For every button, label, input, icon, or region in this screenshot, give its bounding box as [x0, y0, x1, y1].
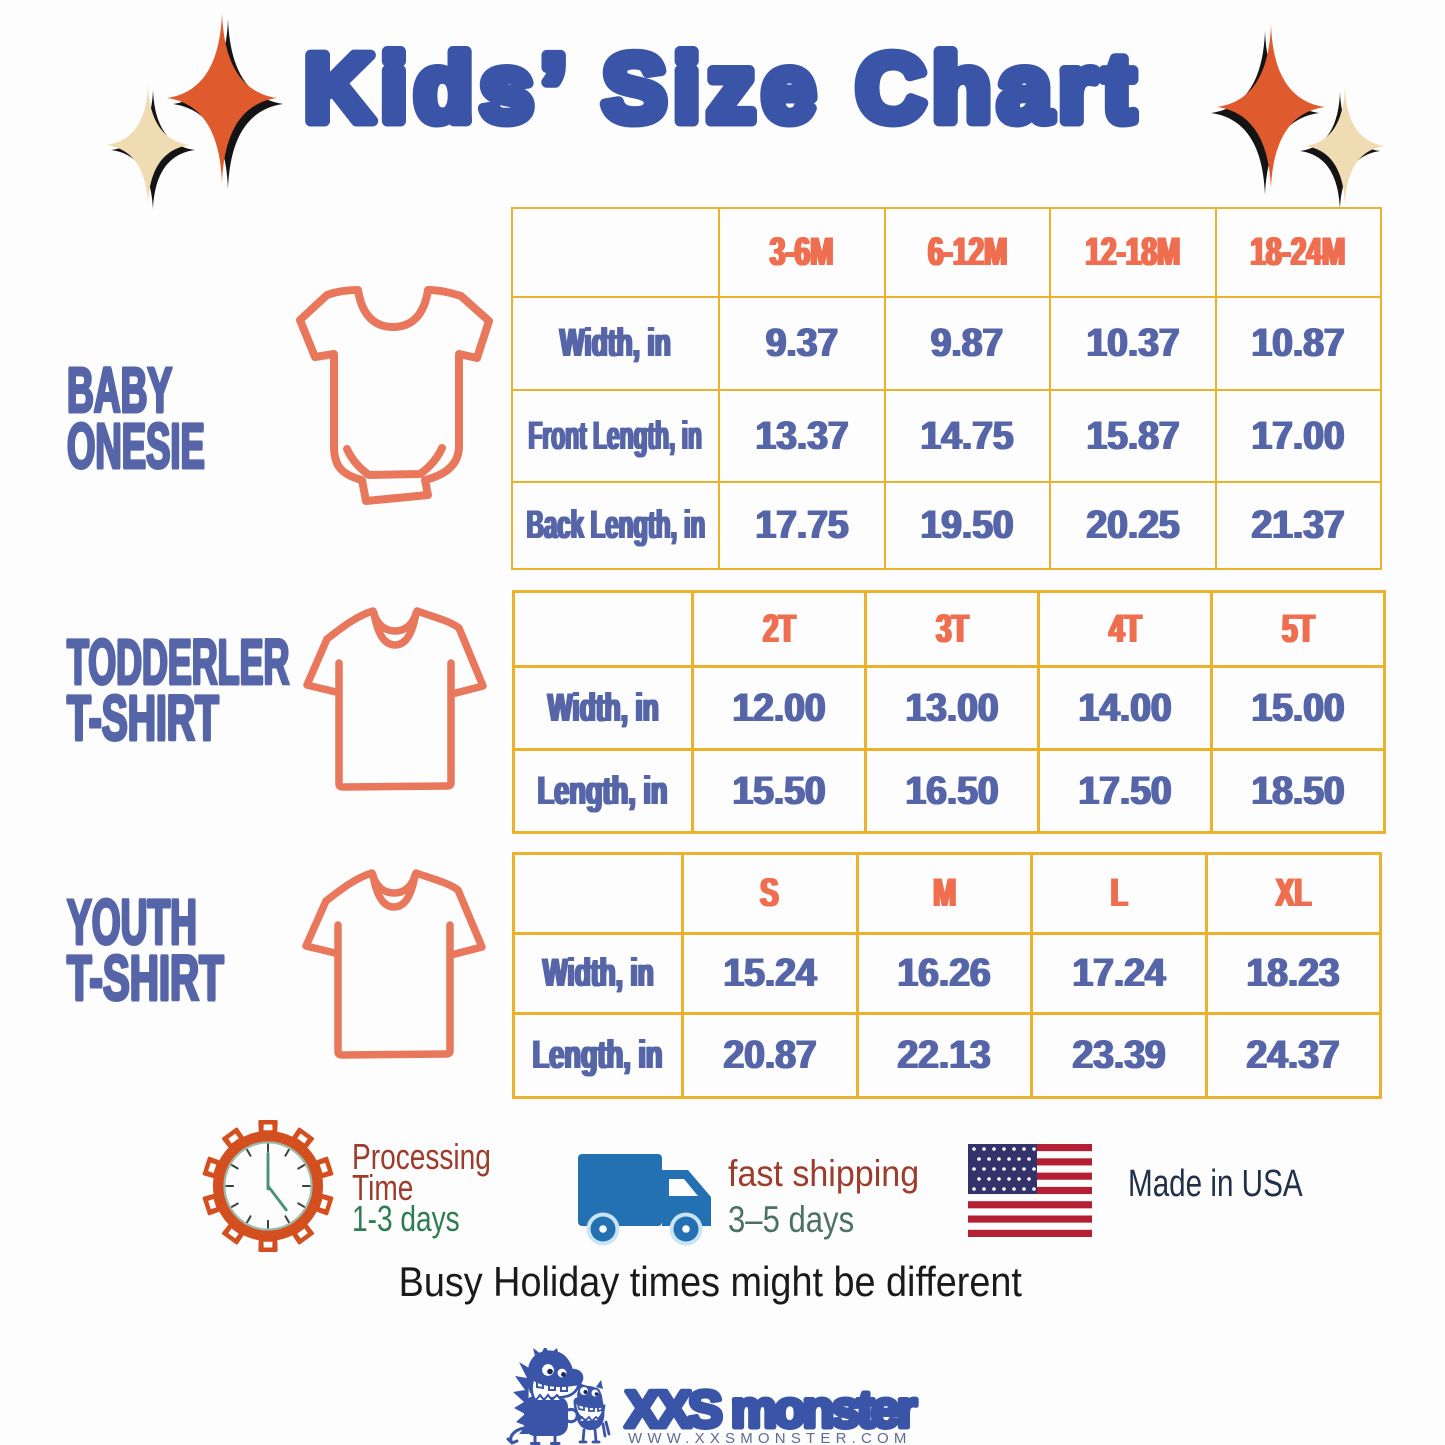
svg-text:Kids’ Size Chart: Kids’ Size Chart — [304, 35, 1142, 142]
svg-text:XXS monster: XXS monster — [625, 1381, 917, 1438]
